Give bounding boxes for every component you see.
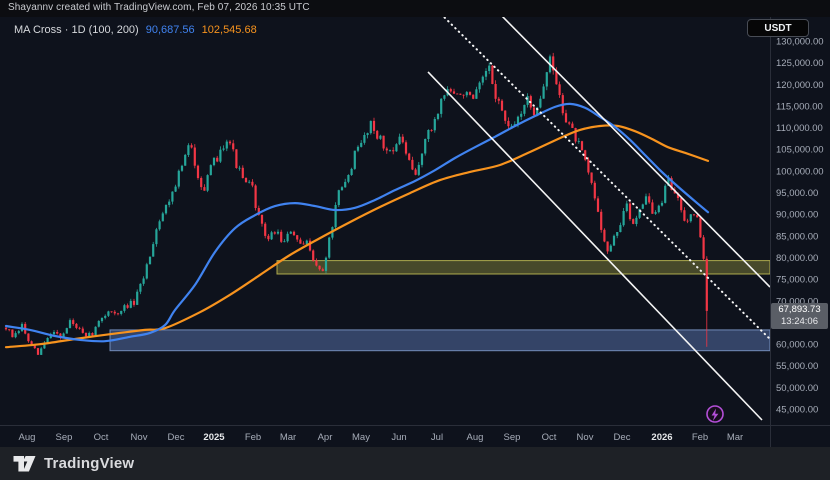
time-axis-label: Nov	[131, 432, 148, 443]
time-axis-label: Feb	[692, 432, 708, 443]
chart-window: 130,000.00 125,000.00 120,000.00 115,000.00…	[0, 0, 830, 447]
time-axis-label: Oct	[542, 432, 557, 443]
time-axis-label: Mar	[727, 432, 743, 443]
ma100-value: 90,687.56	[145, 24, 195, 36]
time-axis-label: Oct	[94, 432, 109, 443]
ma200-line[interactable]	[4, 124, 710, 349]
price-tick-label: 100,000.00	[776, 166, 824, 177]
time-axis-label: Mar	[280, 432, 296, 443]
time-axis-label: Aug	[467, 432, 484, 443]
time-axis-label: Feb	[245, 432, 261, 443]
price-tick-label: 115,000.00	[776, 101, 823, 112]
price-tick-label: 45,000.00	[776, 405, 818, 416]
time-axis-label: May	[352, 432, 370, 443]
tradingview-brand[interactable]: TradingView	[44, 455, 135, 472]
price-tick-label: 90,000.00	[776, 210, 818, 221]
trendline-solid-right[interactable]	[500, 14, 770, 288]
price-tick-label: 70,000.00	[776, 296, 818, 307]
support-zone-blue[interactable]	[109, 329, 770, 352]
price-chart[interactable]: 130,000.00 125,000.00 120,000.00 115,000.00…	[0, 0, 830, 447]
footer-bar: TradingView	[0, 447, 830, 480]
time-axis-label: 2026	[651, 432, 672, 443]
price-tick-label: 120,000.00	[776, 80, 824, 91]
attribution-bar: Shayannv created with TradingView.com, F…	[8, 2, 310, 13]
price-tick-label: 80,000.00	[776, 253, 818, 264]
top-strip	[0, 0, 830, 17]
time-axis-label: Apr	[318, 432, 333, 443]
price-tick-label: 110,000.00	[776, 123, 823, 134]
tradingview-logo-icon[interactable]	[13, 454, 36, 474]
indicator-title: MA Cross · 1D (100, 200)	[14, 24, 139, 36]
time-axis-label: 2025	[203, 432, 225, 443]
last-price-badge[interactable]: 67,893.73 13:24:06	[771, 303, 828, 329]
price-tick-label: 95,000.00	[776, 188, 818, 199]
ma100-line[interactable]	[4, 102, 710, 343]
time-axis-label: Dec	[614, 432, 631, 443]
price-tick-label: 75,000.00	[776, 275, 818, 286]
trendline-dotted[interactable]	[441, 14, 770, 340]
last-price-value: 67,893.73	[778, 304, 821, 315]
lightning-marker[interactable]	[706, 405, 724, 423]
price-tick-label: 85,000.00	[776, 231, 818, 242]
resistance-zone-olive[interactable]	[276, 260, 770, 275]
trendline-solid-left[interactable]	[427, 71, 763, 421]
price-tick-label: 125,000.00	[776, 58, 824, 69]
time-axis-label: Jul	[431, 432, 443, 443]
time-axis-label: Nov	[577, 432, 594, 443]
price-tick-label: 50,000.00	[776, 383, 818, 394]
price-tick-label: 60,000.00	[776, 340, 818, 351]
indicator-legend[interactable]: MA Cross · 1D (100, 200) 90,687.56 102,5…	[14, 24, 257, 36]
time-axis-label: Dec	[168, 432, 185, 443]
price-tick-label: 55,000.00	[776, 361, 818, 372]
countdown-timer: 13:24:06	[781, 316, 818, 327]
time-axis-label: Aug	[19, 432, 36, 443]
time-axis-label: Sep	[56, 432, 73, 443]
ma200-value: 102,545.68	[201, 24, 257, 36]
currency-button[interactable]: USDT	[747, 19, 809, 37]
price-tick-label: 105,000.00	[776, 145, 824, 156]
time-axis-label: Jun	[391, 432, 406, 443]
price-tick-label: 130,000.00	[776, 37, 824, 48]
time-axis-label: Sep	[504, 432, 521, 443]
